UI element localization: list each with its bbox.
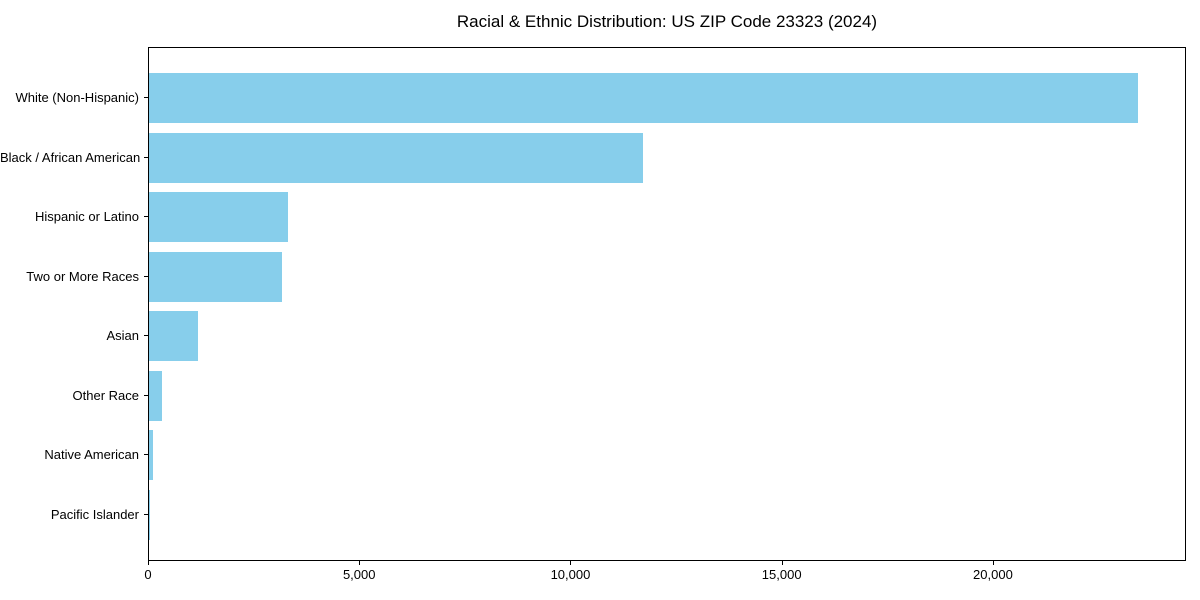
xtick-label-20000: 20,000 — [973, 567, 1013, 582]
x-tick-0 — [148, 561, 149, 565]
ytick-label-asian: Asian — [106, 328, 139, 343]
bar-other-race — [149, 370, 163, 421]
bar-two-or-more-races — [149, 251, 283, 302]
y-tick-hispanic-or-latino — [144, 216, 148, 217]
xtick-label-10000: 10,000 — [550, 567, 591, 582]
xtick-label-5000: 5,000 — [342, 567, 376, 582]
bar-black-african-american — [149, 132, 644, 183]
ytick-label-white-non-hispanic: White (Non-Hispanic) — [15, 90, 139, 105]
bar-white-non-hispanic — [149, 73, 1138, 123]
xtick-label-15000: 15,000 — [761, 567, 802, 582]
chart-title: Racial & Ethnic Distribution: US ZIP Cod… — [456, 12, 878, 31]
xtick-label-0: 0 — [144, 567, 152, 582]
bar-asian — [149, 311, 198, 361]
ytick-label-pacific-islander: Pacific Islander — [50, 506, 139, 522]
ytick-label-black-african-american: Black / African American — [0, 149, 141, 165]
y-tick-asian — [144, 335, 148, 336]
ytick-label-native-american: Native American — [44, 447, 139, 462]
plot-area — [148, 47, 1186, 561]
ytick-label-two-or-more-races: Two or More Races — [26, 268, 139, 284]
y-tick-two-or-more-races — [144, 275, 148, 277]
x-tick-5000 — [359, 561, 361, 565]
y-tick-native-american — [144, 454, 148, 455]
x-tick-10000 — [570, 561, 572, 565]
ytick-label-other-race: Other Race — [72, 387, 139, 403]
y-tick-white-non-hispanic — [144, 97, 148, 98]
ytick-label-hispanic-or-latino: Hispanic or Latino — [34, 209, 139, 224]
bar-native-american — [149, 430, 153, 480]
bar-hispanic-or-latino — [149, 192, 289, 242]
y-tick-pacific-islander — [144, 513, 148, 515]
bar-pacific-islander — [149, 489, 150, 540]
x-tick-20000 — [992, 561, 994, 565]
x-tick-15000 — [781, 561, 783, 565]
y-tick-other-race — [144, 394, 148, 396]
y-tick-black-african-american — [144, 156, 148, 158]
